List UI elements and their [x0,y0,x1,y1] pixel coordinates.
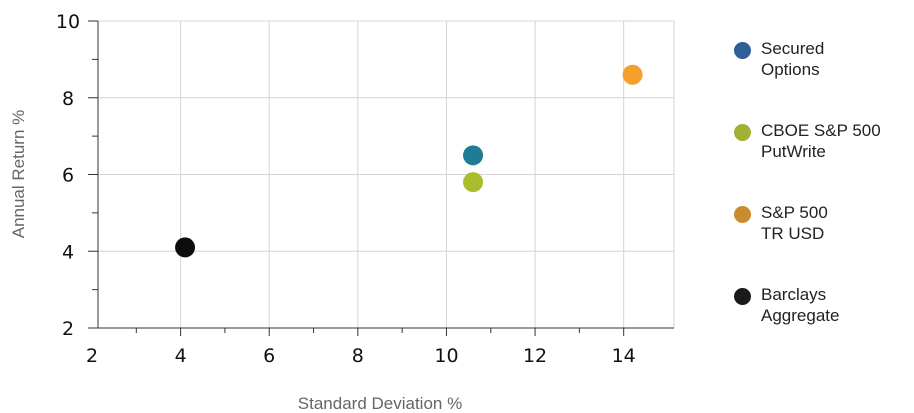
legend-item: Barclays Aggregate [734,284,909,366]
legend-item: CBOE S&P 500 PutWrite [734,120,909,202]
data-point [175,237,196,258]
legend-label: S&P 500 TR USD [761,203,828,243]
legend: Secured Options CBOE S&P 500 PutWrite S&P … [734,38,909,366]
data-point [622,64,643,85]
x-tick-label: 8 [352,345,364,367]
y-tick-label: 2 [62,318,74,340]
x-tick-label: 6 [263,345,275,367]
x-tick-label: 4 [175,345,187,367]
axes [88,20,674,336]
legend-label: CBOE S&P 500 PutWrite [761,121,881,161]
data-point [463,172,484,193]
y-tick-label: 6 [62,165,74,187]
legend-marker [734,288,751,305]
legend-marker [734,206,751,223]
y-tick-label: 8 [62,88,74,110]
legend-label: Barclays Aggregate [761,285,840,325]
y-tick-label: 10 [56,11,80,33]
x-tick-label: 14 [612,345,636,367]
data-points [175,64,643,258]
legend-item: S&P 500 TR USD [734,202,909,284]
x-tick-label: 10 [434,345,458,367]
legend-label: Secured Options [761,39,825,79]
x-tick-label: 2 [86,345,98,367]
x-tick-label: 12 [523,345,547,367]
grid-lines [98,20,675,329]
legend-item: Secured Options [734,38,909,120]
legend-marker [734,124,751,141]
tick-labels: 2 4 6 8 10 2 4 6 8 10 12 14 [56,11,636,367]
y-axis-title: Annual Return % [9,110,28,239]
data-point [463,145,484,166]
x-axis-title: Standard Deviation % [298,394,462,413]
legend-marker [734,42,751,59]
y-tick-label: 4 [62,241,74,263]
